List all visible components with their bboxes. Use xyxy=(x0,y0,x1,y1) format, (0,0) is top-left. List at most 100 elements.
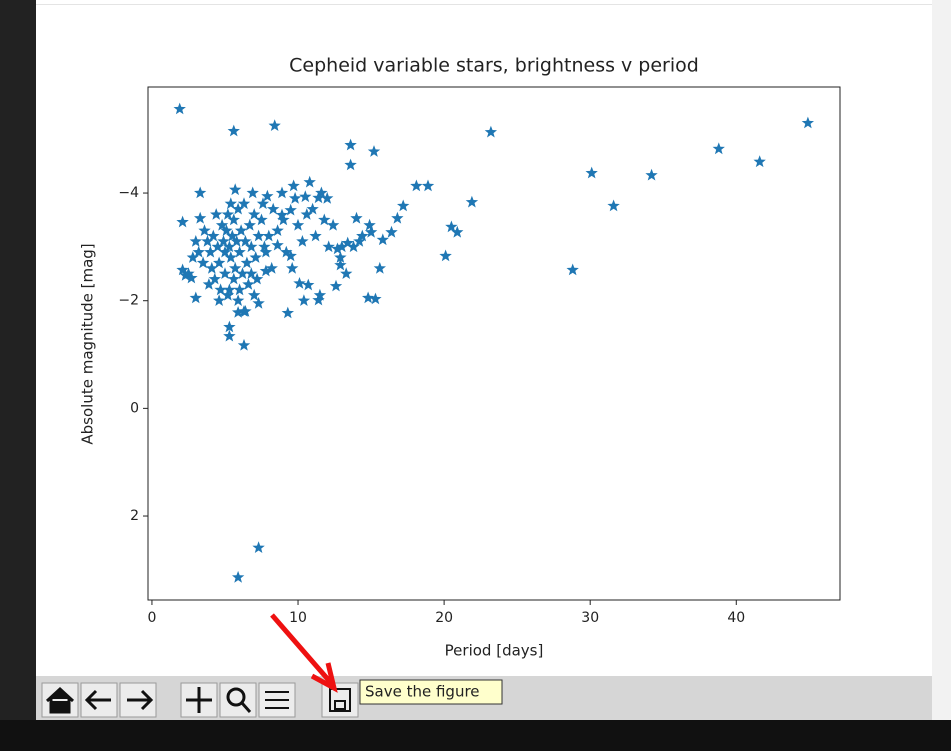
data-point xyxy=(221,288,235,301)
data-point xyxy=(284,203,297,216)
x-tick-label: 40 xyxy=(727,610,745,626)
data-point xyxy=(252,229,265,242)
data-point xyxy=(321,191,334,204)
data-point xyxy=(585,166,598,179)
data-point xyxy=(213,256,226,269)
data-point xyxy=(211,240,224,253)
data-point xyxy=(347,240,360,253)
data-point xyxy=(173,102,186,115)
data-point xyxy=(262,229,275,242)
data-point xyxy=(204,245,217,258)
data-point xyxy=(198,224,211,236)
data-point xyxy=(297,294,311,306)
data-point xyxy=(227,272,240,285)
data-point xyxy=(445,220,458,233)
data-point xyxy=(220,224,233,236)
data-point xyxy=(350,211,363,224)
data-point xyxy=(302,278,315,291)
left-edge xyxy=(0,0,36,751)
data-point xyxy=(239,305,252,317)
data-point xyxy=(293,277,306,289)
right-edge xyxy=(932,0,951,751)
data-point xyxy=(210,208,223,220)
data-point xyxy=(232,570,245,583)
data-point xyxy=(391,211,404,224)
x-tick-label: 10 xyxy=(289,610,307,626)
plot-area xyxy=(147,86,841,601)
data-point xyxy=(218,267,232,279)
forward-button[interactable] xyxy=(119,682,157,718)
data-point xyxy=(221,208,235,220)
data-point xyxy=(189,291,202,304)
save-button[interactable] xyxy=(321,682,359,718)
data-point xyxy=(223,240,236,253)
x-tick-label: 0 xyxy=(147,610,156,626)
data-point xyxy=(329,279,343,292)
x-tick-label: 30 xyxy=(581,610,599,626)
data-point xyxy=(484,125,497,138)
data-point xyxy=(291,218,305,231)
data-point xyxy=(256,197,270,210)
data-point xyxy=(245,240,258,253)
data-point xyxy=(230,235,243,247)
data-point xyxy=(182,267,195,279)
tooltip-box xyxy=(359,679,503,705)
data-point xyxy=(318,213,331,226)
data-point xyxy=(259,245,273,258)
data-point xyxy=(376,233,389,246)
data-point xyxy=(237,338,251,351)
data-point xyxy=(234,224,248,236)
home-button[interactable] xyxy=(41,682,79,718)
data-point xyxy=(261,189,274,202)
pan-button[interactable] xyxy=(180,682,218,718)
data-point xyxy=(465,195,479,208)
data-point xyxy=(607,199,620,212)
data-point xyxy=(186,251,199,263)
data-point xyxy=(189,235,202,247)
y-axis-label: Absolute magnitude [mag] xyxy=(79,243,97,444)
back-button[interactable] xyxy=(80,682,118,718)
data-point xyxy=(353,235,366,247)
data-point xyxy=(344,158,357,171)
data-point xyxy=(275,208,289,221)
configure-button[interactable] xyxy=(258,682,296,718)
data-point xyxy=(202,278,216,290)
data-point xyxy=(179,268,192,281)
data-point xyxy=(176,263,189,276)
data-point xyxy=(801,116,814,129)
y-tick-label: 0 xyxy=(130,400,139,416)
data-point xyxy=(322,240,335,253)
data-point xyxy=(645,168,658,181)
x-axis-label: Period [days] xyxy=(445,642,544,660)
data-point xyxy=(213,294,226,306)
data-point xyxy=(236,267,249,279)
data-point xyxy=(194,186,207,199)
data-point xyxy=(192,245,205,258)
data-point xyxy=(207,229,220,242)
data-point xyxy=(367,145,381,157)
data-point xyxy=(315,186,328,199)
data-point xyxy=(227,213,240,226)
data-point xyxy=(410,179,423,192)
data-point xyxy=(344,138,357,151)
data-point xyxy=(287,179,300,192)
data-point xyxy=(208,272,221,285)
data-point xyxy=(252,541,265,553)
data-point xyxy=(201,235,214,247)
data-point xyxy=(341,236,354,249)
zoom-button[interactable] xyxy=(219,682,257,718)
data-point xyxy=(239,235,252,247)
data-point xyxy=(280,245,293,258)
data-point xyxy=(312,293,325,306)
data-point xyxy=(362,291,375,304)
data-point xyxy=(397,199,410,212)
data-point xyxy=(205,261,218,274)
data-point xyxy=(226,229,239,242)
data-point xyxy=(258,240,271,253)
data-point xyxy=(309,229,322,242)
data-point xyxy=(218,245,232,258)
data-point xyxy=(232,306,245,318)
y-tick-label: −4 xyxy=(118,185,139,201)
top-edge xyxy=(36,4,932,5)
